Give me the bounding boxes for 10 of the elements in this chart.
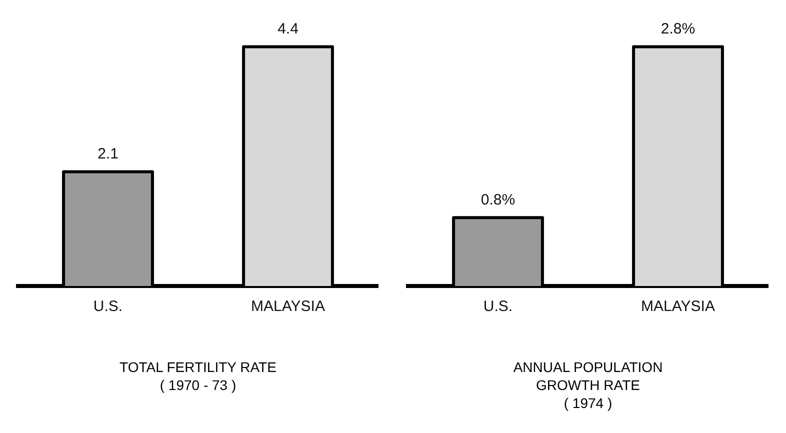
text: ANNUAL POPULATION GROWTH RATE ( 1974 ) xyxy=(512,358,664,412)
text: TOTAL FERTILITY RATE ( 1970 - 73 ) xyxy=(118,358,278,394)
data-label: 2.8% xyxy=(660,20,696,38)
x-tick-label: MALAYSIA xyxy=(251,298,325,316)
data-label: 4.4 xyxy=(278,20,298,38)
data-label: 2.1 xyxy=(98,145,118,162)
x-tick-label: U.S. xyxy=(93,298,123,316)
x-tick-label: U.S. xyxy=(483,298,513,316)
x-tick-label: MALAYSIA xyxy=(641,298,715,316)
data-label: 0.8% xyxy=(480,191,516,208)
